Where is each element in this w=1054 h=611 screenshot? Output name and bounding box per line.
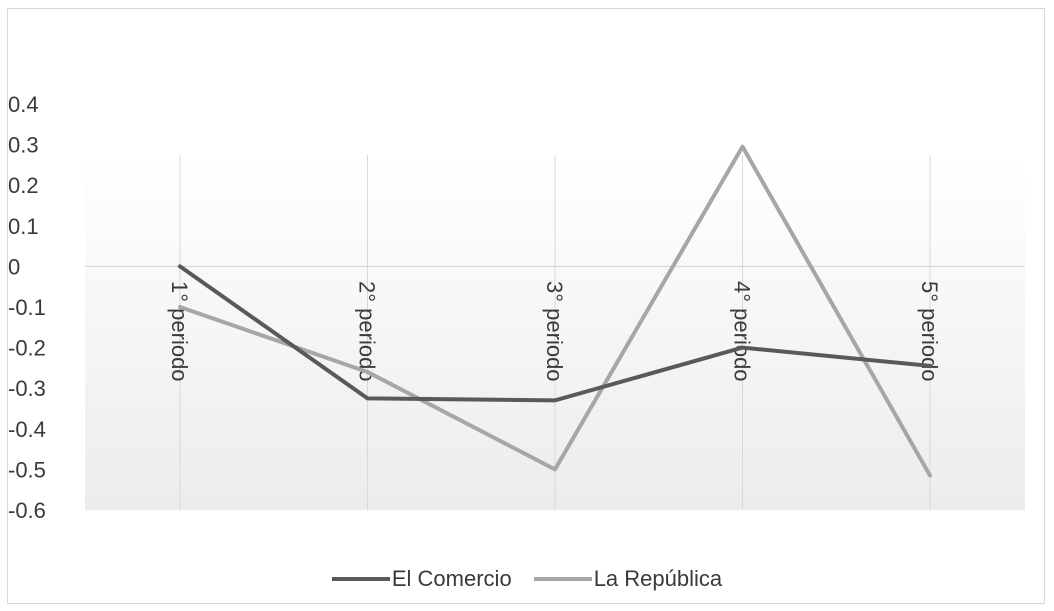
legend-item-la-republica: La República (533, 566, 723, 592)
series-line-la-republica (178, 144, 932, 478)
legend-swatch-el-comercio (331, 577, 390, 581)
legend-label-la-republica: La República (593, 566, 723, 591)
legend-label-el-comercio: El Comercio (391, 566, 512, 591)
y-tick-label: 0.4 (8, 92, 39, 117)
x-category-label: 4° periodo (730, 281, 755, 382)
grid-lines (85, 155, 1025, 510)
legend: El Comercio La República (0, 566, 1054, 592)
series-line-el-comercio (178, 264, 932, 403)
y-tick-label: -0.2 (8, 336, 46, 361)
y-tick-label: -0.1 (8, 295, 46, 320)
y-tick-label: -0.5 (8, 457, 46, 482)
y-tick-label: -0.4 (8, 417, 46, 442)
y-tick-label: 0.2 (8, 173, 39, 198)
x-category-label: 1° periodo (167, 281, 192, 382)
y-tick-label: 0.1 (8, 214, 39, 239)
legend-item-el-comercio: El Comercio (331, 566, 512, 592)
y-tick-label: -0.3 (8, 376, 46, 401)
series-lines (178, 144, 932, 478)
y-tick-label: 0.3 (8, 133, 39, 158)
y-tick-label: -0.6 (8, 498, 46, 523)
x-category-label: 3° periodo (542, 281, 567, 382)
legend-swatch-la-republica (533, 577, 592, 581)
y-tick-label: 0 (8, 254, 20, 279)
y-axis-ticks: 0.4 0.3 0.2 0.1 0 -0.1 -0.2 -0.3 -0.4 -0.5 -0.6 (8, 92, 46, 523)
x-category-label: 2° periodo (355, 281, 380, 382)
